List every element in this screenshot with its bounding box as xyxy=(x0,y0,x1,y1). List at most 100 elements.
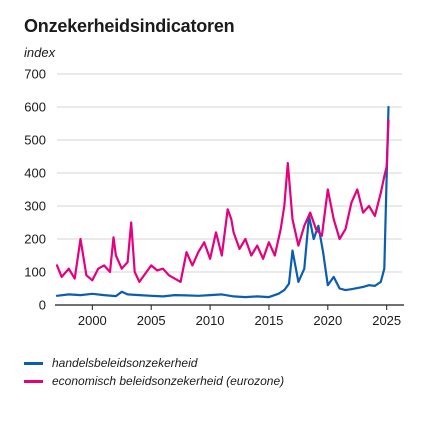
data-point xyxy=(288,282,290,285)
x-tick-label-2020: 2020 xyxy=(313,313,342,328)
data-point xyxy=(317,224,320,227)
data-point xyxy=(286,162,289,165)
data-point xyxy=(56,294,58,297)
data-point xyxy=(315,228,317,231)
data-point xyxy=(344,289,347,292)
data-point xyxy=(338,238,341,240)
data-point xyxy=(273,254,276,257)
data-point xyxy=(297,281,300,283)
data-point xyxy=(138,294,141,296)
data-point xyxy=(279,228,282,231)
data-point xyxy=(368,205,370,207)
data-point xyxy=(197,251,200,254)
data-point xyxy=(387,119,390,122)
data-point xyxy=(356,188,359,191)
data-point xyxy=(91,292,94,295)
y-tick-label-200: 200 xyxy=(24,232,46,247)
data-point xyxy=(156,269,158,272)
data-point xyxy=(97,267,100,270)
data-point xyxy=(326,284,329,287)
data-point xyxy=(85,274,88,277)
data-point xyxy=(291,218,294,221)
y-tick-label-600: 600 xyxy=(24,100,46,115)
data-point xyxy=(244,296,247,298)
legend-item-economic: economisch beleidsonzekerheid (eurozone) xyxy=(24,372,284,390)
data-point xyxy=(312,238,315,240)
x-tick-label-2010: 2010 xyxy=(196,313,225,328)
data-point xyxy=(268,241,270,244)
data-point xyxy=(383,267,386,270)
data-point xyxy=(232,231,235,234)
data-point xyxy=(385,165,388,168)
y-tick-label-400: 400 xyxy=(24,166,46,181)
data-point xyxy=(283,205,286,207)
data-point xyxy=(173,277,176,280)
legend-label-economic: economisch beleidsonzekerheid (eurozone) xyxy=(52,374,285,388)
data-point xyxy=(120,290,123,293)
data-point xyxy=(138,281,141,283)
data-point xyxy=(362,211,365,214)
data-point xyxy=(120,267,123,270)
data-point xyxy=(150,264,153,267)
data-point xyxy=(383,175,386,178)
data-point xyxy=(322,251,325,254)
y-tick-label-500: 500 xyxy=(24,133,46,148)
data-point xyxy=(387,106,390,108)
data-point xyxy=(173,294,176,296)
data-point xyxy=(374,215,376,217)
x-tick-label-2025: 2025 xyxy=(372,313,401,328)
data-point xyxy=(309,211,312,214)
data-point xyxy=(162,267,164,270)
data-point xyxy=(368,284,370,287)
data-point xyxy=(344,228,347,231)
data-point xyxy=(250,254,253,257)
series-line-economic xyxy=(55,119,390,283)
data-point xyxy=(230,218,233,221)
data-point xyxy=(303,267,306,270)
data-point xyxy=(283,289,286,292)
chart-title: Onzekerheidsindicatoren xyxy=(24,16,235,36)
series-line-trade xyxy=(55,105,390,299)
y-axis-ticks: 0 100 200 300 400 500 600 700 xyxy=(24,67,46,313)
x-tick-label-2000: 2000 xyxy=(78,313,107,328)
legend-item-trade: handelsbeleidsonzekerheid xyxy=(24,354,284,372)
data-point xyxy=(220,254,223,257)
data-point xyxy=(179,281,182,283)
data-point xyxy=(112,236,115,239)
data-point xyxy=(215,231,217,234)
data-point xyxy=(262,257,264,260)
data-point xyxy=(385,173,388,176)
data-point xyxy=(379,191,382,194)
data-point xyxy=(109,271,111,273)
data-point xyxy=(144,272,147,275)
data-point xyxy=(332,276,335,278)
data-point xyxy=(79,238,82,240)
data-point xyxy=(133,271,136,273)
legend-swatch-trade xyxy=(24,361,43,365)
data-point xyxy=(303,224,306,227)
series-lines xyxy=(55,105,390,299)
data-point xyxy=(209,294,211,296)
x-tick-label-2005: 2005 xyxy=(137,313,166,328)
data-point xyxy=(56,264,58,267)
data-point xyxy=(321,234,323,237)
data-point xyxy=(126,293,129,296)
data-point xyxy=(374,284,376,287)
data-point xyxy=(114,295,117,297)
y-tick-label-300: 300 xyxy=(24,199,46,214)
data-point xyxy=(150,294,153,297)
data-point xyxy=(130,221,133,224)
data-point xyxy=(379,281,382,283)
data-point xyxy=(191,264,194,267)
data-point xyxy=(256,244,259,247)
data-point xyxy=(338,287,341,290)
y-tick-label-700: 700 xyxy=(24,67,46,82)
data-point xyxy=(232,295,235,298)
x-tick-label-2015: 2015 xyxy=(254,313,283,328)
data-point xyxy=(67,293,70,296)
chart-legend: handelsbeleidsonzekerheid economisch bel… xyxy=(24,354,284,390)
y-tick-label-100: 100 xyxy=(24,265,46,280)
data-point xyxy=(91,279,94,282)
data-point xyxy=(277,292,280,295)
